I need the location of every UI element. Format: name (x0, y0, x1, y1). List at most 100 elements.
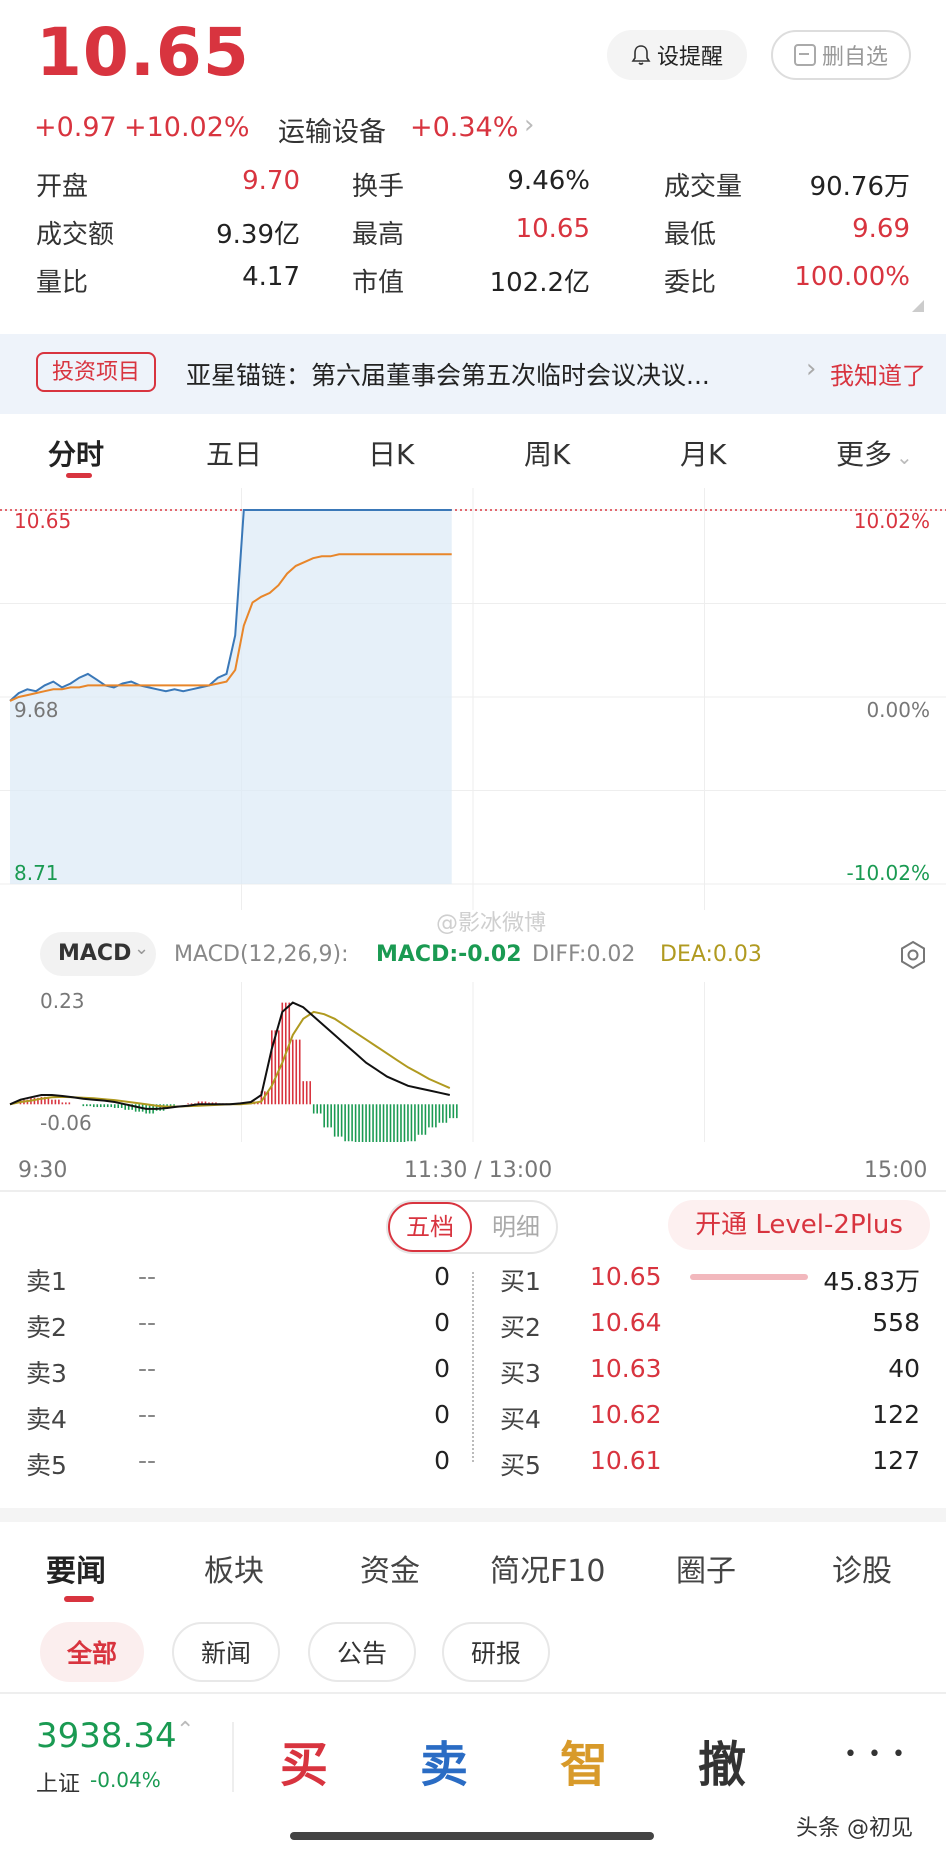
tab-sector[interactable]: 板块 (204, 1554, 264, 1589)
diff-value: DIFF:0.02 (532, 942, 636, 967)
sell-volume: 0 (434, 1400, 450, 1429)
current-price: 10.65 (36, 14, 250, 91)
stat-label: 换手 (352, 172, 405, 202)
tab-five-levels[interactable]: 五档 (388, 1202, 472, 1252)
stat-label: 成交额 (36, 220, 115, 250)
divider (0, 1692, 946, 1694)
tab-daily-k[interactable]: 日K (368, 438, 415, 471)
price-change: +0.97 (34, 112, 117, 143)
banner-text: 亚星锚链：第六届董事会第五次临时会议决议... (186, 361, 710, 390)
tab-intraday[interactable]: 分时 (48, 438, 105, 471)
orderbook-tabs: 五档 明细 (386, 1200, 558, 1254)
sell-volume: 0 (434, 1354, 450, 1383)
stat-value: 9.70 (242, 166, 300, 196)
minus-box-icon (793, 44, 816, 66)
x-tick-midday: 11:30 / 13:00 (404, 1158, 553, 1183)
chevron-up-icon[interactable]: ⌃ (176, 1718, 195, 1743)
sell-price: -- (138, 1446, 157, 1475)
settings-icon[interactable] (898, 940, 928, 970)
dea-line (9, 1010, 451, 1108)
set-alert-label: 设提醒 (656, 45, 723, 70)
sell-price: -- (138, 1308, 157, 1337)
stat-value: 9.46% (507, 166, 590, 196)
tab-monthly-k[interactable]: 月K (680, 438, 727, 471)
buy-label: 买5 (500, 1451, 541, 1480)
stat-value: 9.69 (852, 214, 910, 244)
chip-announcements[interactable]: 公告 (308, 1622, 416, 1682)
chevron-right-icon[interactable]: › (524, 110, 535, 140)
buy-volume: 127 (872, 1446, 920, 1475)
stat-label: 委比 (664, 268, 717, 298)
home-indicator[interactable] (290, 1832, 654, 1840)
remove-watchlist-button[interactable]: 删自选 (771, 30, 911, 80)
stat-label: 最高 (352, 220, 405, 250)
expand-corner-icon[interactable] (912, 300, 924, 312)
y-tick-left-high: 10.65 (14, 509, 71, 533)
stat-value: 4.17 (242, 262, 300, 292)
stat-value: 9.39亿 (216, 220, 300, 250)
x-tick-open: 9:30 (18, 1158, 68, 1183)
buy-volume: 122 (872, 1400, 920, 1429)
stat-label: 量比 (36, 268, 89, 298)
stat-value: 100.00% (794, 262, 910, 292)
chip-all[interactable]: 全部 (40, 1622, 144, 1682)
set-alert-button[interactable]: 设提醒 (607, 30, 747, 80)
sell-volume: 0 (434, 1446, 450, 1475)
more-icon[interactable]: • • • (844, 1742, 907, 1767)
price-line (9, 509, 452, 702)
orderbook-divider (472, 1272, 474, 1462)
macd-y-tick-low: -0.06 (40, 1111, 92, 1135)
index-value[interactable]: 3938.34 (36, 1716, 177, 1756)
macd-chart[interactable]: 0.23 -0.06 (0, 982, 946, 1142)
macd-params: MACD(12,26,9): (174, 942, 349, 967)
tab-weekly-k[interactable]: 周K (524, 438, 571, 471)
tab-more[interactable]: 更多 ⌄ (836, 433, 913, 473)
smart-trade-button[interactable]: 智 (560, 1737, 609, 1793)
chevron-down-icon: ⌄ (896, 445, 913, 469)
level2-upgrade-button[interactable]: 开通 Level-2Plus (668, 1200, 930, 1250)
intraday-chart[interactable]: 10.65 9.68 8.71 10.02% 0.00% -10.02% @影冰微博 (0, 488, 946, 938)
y-tick-left-low: 8.71 (14, 861, 59, 885)
price-area (10, 510, 452, 884)
buy-volume: 558 (872, 1308, 920, 1337)
y-tick-right-high: 10.02% (854, 509, 930, 533)
sector-name[interactable]: 运输设备 (278, 117, 386, 148)
section-gap (0, 1508, 946, 1522)
indicator-select[interactable]: MACD ⌄ (40, 932, 156, 976)
index-pct: -0.04% (90, 1768, 161, 1792)
buy-price: 10.62 (590, 1400, 662, 1429)
sell-label: 卖2 (26, 1313, 67, 1342)
tab-diagnosis[interactable]: 诊股 (832, 1554, 892, 1589)
stat-label: 开盘 (36, 172, 89, 202)
buy-price: 10.65 (590, 1262, 662, 1291)
sell-label: 卖3 (26, 1359, 67, 1388)
chip-news[interactable]: 新闻 (172, 1622, 280, 1682)
divider (0, 1190, 946, 1192)
sell-label: 卖5 (26, 1451, 67, 1480)
sell-button[interactable]: 卖 (420, 1737, 469, 1793)
buy-label: 买3 (500, 1359, 541, 1388)
buy-volume: 45.83万 (823, 1267, 920, 1296)
banner-dismiss[interactable]: 我知道了 (830, 362, 926, 390)
tab-f10[interactable]: 简况F10 (490, 1554, 606, 1589)
sector-pct: +0.34% (410, 112, 519, 143)
tab-funds[interactable]: 资金 (360, 1554, 420, 1589)
chevron-right-icon: › (806, 354, 817, 384)
stat-label: 成交量 (664, 172, 743, 202)
tab-five-day[interactable]: 五日 (206, 438, 263, 471)
tab-community[interactable]: 圈子 (676, 1554, 736, 1589)
divider (232, 1722, 234, 1792)
buy-button[interactable]: 买 (280, 1737, 329, 1793)
buy-price: 10.61 (590, 1446, 662, 1475)
chip-research[interactable]: 研报 (442, 1622, 550, 1682)
diff-line (9, 1001, 451, 1110)
remove-watchlist-label: 删自选 (821, 45, 888, 70)
tab-details[interactable]: 明细 (492, 1213, 540, 1241)
tab-headlines[interactable]: 要闻 (46, 1554, 106, 1589)
y-tick-right-mid: 0.00% (866, 698, 930, 722)
buy-label: 买1 (500, 1267, 541, 1296)
cancel-order-button[interactable]: 撤 (698, 1737, 747, 1793)
announcement-banner[interactable]: 投资项目 亚星锚链：第六届董事会第五次临时会议决议... › 我知道了 (0, 334, 946, 414)
index-name: 上证 (36, 1772, 81, 1797)
stat-value: 10.65 (515, 214, 590, 244)
